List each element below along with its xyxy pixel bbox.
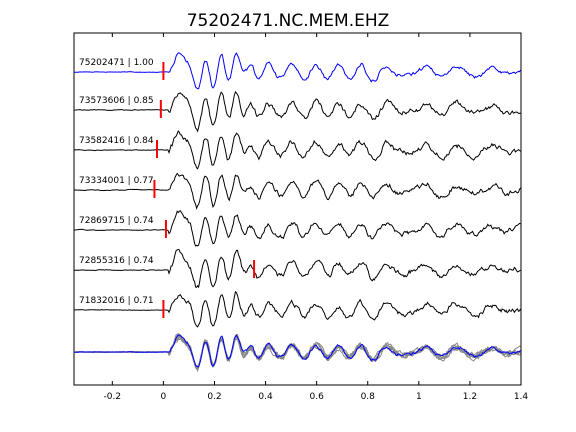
waveform-trace-73573606: [73, 90, 521, 133]
waveform-trace-75202471: [73, 52, 521, 90]
trace-labels-layer: 75202471 | 1.00 73573606 | 0.85 73582416 |…: [79, 58, 154, 306]
x-axis: -0.2 0 0.2 0.4 0.6 0.8 1 1.2 1.4: [104, 33, 529, 402]
x-tick-label: 0.4: [258, 392, 273, 402]
waveform-trace-72869715: [73, 209, 521, 247]
stack-template-trace: [73, 334, 521, 368]
x-tick-label: 1.2: [463, 392, 477, 402]
trace-label-72869715: 72869715 | 0.74: [79, 216, 154, 226]
plot-axes: [73, 32, 522, 386]
x-tick-label: 0.2: [207, 392, 221, 402]
trace-label-71832016: 71832016 | 0.71: [79, 296, 154, 306]
trace-label-73573606: 73573606 | 0.85: [79, 96, 154, 106]
trace-label-73582416: 73582416 | 0.84: [79, 136, 154, 146]
waveform-trace-71832016: [73, 290, 521, 328]
waveform-trace-72855316: [73, 248, 521, 289]
waveform-trace-73334001: [73, 172, 521, 210]
x-tick-label: 1.4: [514, 392, 529, 402]
picks-layer: [153, 62, 256, 318]
stack-layer: [73, 333, 521, 373]
trace-label-75202471: 75202471 | 1.00: [79, 58, 154, 68]
x-tick-label: 1: [416, 392, 422, 402]
traces-layer: [73, 52, 521, 328]
x-tick-label: 0.8: [361, 392, 376, 402]
trace-label-72855316: 72855316 | 0.74: [79, 256, 154, 266]
x-tick-label: 0.6: [309, 392, 324, 402]
waveform-trace-73582416: [73, 130, 521, 170]
x-tick-label: 0: [161, 392, 167, 402]
trace-label-73334001: 73334001 | 0.77: [79, 176, 154, 186]
plot-title: 75202471.NC.MEM.EHZ: [187, 11, 390, 31]
x-tick-label: -0.2: [104, 392, 122, 402]
